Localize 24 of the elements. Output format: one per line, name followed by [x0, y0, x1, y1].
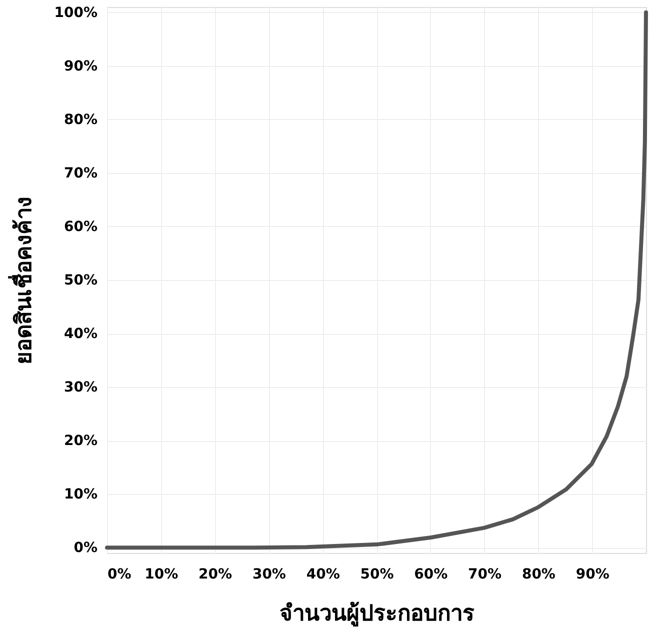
y-tick-label: 70% [64, 165, 98, 182]
x-tick-label: 20% [198, 566, 232, 582]
x-tick-label: 10% [144, 566, 178, 582]
x-tick-label: 60% [414, 566, 448, 582]
y-tick-label: 60% [64, 218, 98, 235]
y-tick-label: 40% [64, 326, 98, 342]
y-tick-label: 20% [64, 433, 98, 450]
y-tick-label: 0% [74, 540, 98, 556]
y-tick-label: 90% [64, 58, 98, 74]
x-tick-label: 0% [108, 566, 132, 582]
y-tick-label: 10% [64, 486, 98, 503]
x-tick-label: 30% [252, 566, 286, 582]
x-tick-label: 50% [360, 566, 394, 582]
y-axis-title: ยอดสินเชื่อคงค้าง [7, 196, 38, 364]
x-tick-label: 70% [468, 566, 502, 582]
x-tick-label: 40% [306, 566, 340, 582]
y-tick-label: 100% [54, 4, 98, 21]
x-axis-title: จำนวนผู้ประกอบการ [280, 602, 474, 628]
y-tick-label: 80% [64, 112, 98, 128]
y-tick-label: 50% [64, 272, 98, 288]
line-series [105, 10, 648, 550]
x-tick-label: 80% [522, 566, 556, 582]
y-tick-label: 30% [64, 380, 98, 396]
x-tick-label: 90% [576, 566, 610, 582]
